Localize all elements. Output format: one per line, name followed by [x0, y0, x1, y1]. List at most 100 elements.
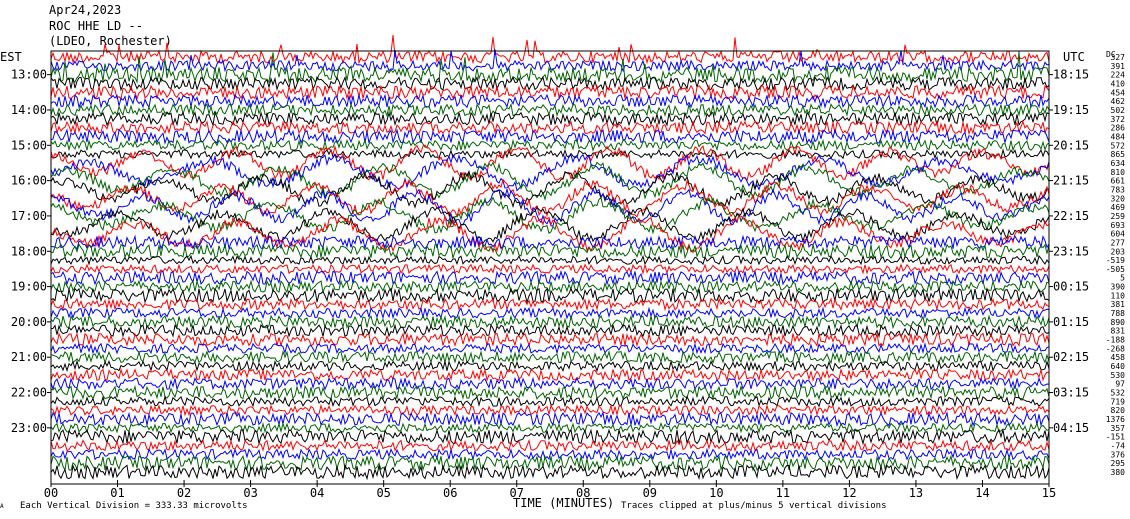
est-hour-label: 19:00: [11, 280, 47, 294]
x-tick-label: 00: [44, 486, 58, 500]
seismic-trace: [50, 242, 1050, 260]
dc-header: DC: [1106, 50, 1116, 59]
dc-offset-label: 469: [1111, 203, 1126, 212]
clip-note: Traces clipped at plus/minus 5 vertical …: [621, 501, 887, 511]
seismic-trace: [50, 169, 1050, 210]
seismic-trace: [50, 269, 1050, 286]
seismic-trace: [50, 323, 1050, 339]
seismic-trace: [50, 93, 1050, 110]
x-tick-label: 10: [709, 486, 723, 500]
seismic-trace: [50, 206, 1050, 245]
seismic-trace: [50, 367, 1050, 382]
x-tick-label: 14: [975, 486, 989, 500]
dc-offset-label: 259: [1111, 212, 1126, 221]
seismic-trace: [50, 102, 1050, 118]
est-hour-label: 18:00: [11, 244, 47, 258]
x-tick-label: 03: [243, 486, 257, 500]
seismic-trace: [50, 138, 1050, 152]
x-tick-label: 06: [443, 486, 457, 500]
date-label: Apr24,2023: [49, 3, 122, 17]
x-tick-label: 01: [110, 486, 124, 500]
dc-offset-label: 640: [1111, 362, 1126, 371]
seismic-trace: [50, 403, 1050, 417]
est-hour-label: 23:00: [11, 421, 47, 435]
dc-offset-label: -519: [1106, 256, 1125, 265]
dc-offset-label: 458: [1111, 353, 1126, 362]
dc-offset-label: 381: [1111, 300, 1126, 309]
dc-offset-label: 530: [1111, 371, 1126, 380]
utc-hour-label: 23:15: [1053, 244, 1089, 258]
seismic-trace: [50, 83, 1050, 101]
dc-offset-label: 484: [1111, 132, 1126, 141]
dc-offset-label: 320: [1111, 194, 1126, 203]
dc-offset-label: 890: [1111, 318, 1126, 327]
seismic-trace: [50, 161, 1050, 202]
dc-offset-label: 604: [1111, 230, 1126, 239]
seismic-trace: [50, 120, 1050, 136]
utc-hour-label: 00:15: [1053, 280, 1089, 294]
dc-offset-label: 831: [1111, 327, 1126, 336]
x-tick-label: 11: [776, 486, 790, 500]
seismic-trace: [50, 438, 1050, 453]
seismic-trace: [50, 447, 1050, 462]
seismic-trace: [50, 296, 1050, 312]
seismic-trace: [50, 110, 1050, 127]
seismic-trace: [50, 376, 1050, 391]
dc-offset-label: 380: [1111, 468, 1126, 477]
dc-offset-label: 532: [1111, 389, 1126, 398]
utc-hour-label: 19:15: [1053, 103, 1089, 117]
dc-offset-label: -151: [1106, 433, 1125, 442]
dc-offset-label: 372: [1111, 115, 1126, 124]
x-tick-label: 05: [376, 486, 390, 500]
dc-offset-label: 820: [1111, 406, 1126, 415]
dc-offset-label: 97: [1115, 380, 1125, 389]
seismic-trace: [50, 359, 1050, 373]
seismic-trace: [50, 153, 1050, 192]
location-label: (LDEO, Rochester): [49, 34, 172, 48]
utc-hour-label: 18:15: [1053, 68, 1089, 82]
seismic-trace: [50, 49, 1050, 73]
x-tick-label: 02: [177, 486, 191, 500]
dc-offset-label: 1376: [1106, 415, 1125, 424]
seismic-trace: [50, 75, 1050, 92]
dc-offset-label: 634: [1111, 159, 1126, 168]
x-tick-label: 07: [510, 486, 524, 500]
dc-offset-label: 783: [1111, 185, 1126, 194]
dc-offset-label: 462: [1111, 97, 1126, 106]
dc-offset-label: 327: [1111, 53, 1126, 62]
seismic-trace: [50, 234, 1050, 251]
x-tick-label: 13: [909, 486, 923, 500]
est-hour-label: 16:00: [11, 174, 47, 188]
seismic-trace: [50, 287, 1050, 304]
seismic-trace: [50, 51, 1050, 84]
seismic-trace: [50, 196, 1050, 235]
dc-offset-label: 410: [1111, 79, 1126, 88]
utc-hour-label: 22:15: [1053, 209, 1089, 223]
seismic-trace: [50, 254, 1050, 266]
est-hour-label: 14:00: [11, 103, 47, 117]
est-hour-label: 13:00: [11, 68, 47, 82]
seismic-trace: [50, 394, 1050, 408]
dc-offset-label: 572: [1111, 141, 1126, 150]
est-hour-label: 15:00: [11, 138, 47, 152]
dc-offset-label: 865: [1111, 150, 1126, 159]
dc-offset-label: 390: [1111, 283, 1126, 292]
seismic-trace: [50, 148, 1050, 160]
x-tick-label: 09: [643, 486, 657, 500]
est-hour-label: 17:00: [11, 209, 47, 223]
dc-offset-label: 224: [1111, 71, 1126, 80]
seismic-trace: [50, 306, 1050, 320]
est-axis-title: EST: [0, 50, 22, 64]
seismic-trace: [50, 187, 1050, 227]
footer-mark: A: [0, 503, 4, 510]
utc-hour-label: 02:15: [1053, 350, 1089, 364]
utc-hour-label: 21:15: [1053, 174, 1089, 188]
x-tick-label: 12: [842, 486, 856, 500]
seismic-trace: [50, 410, 1050, 428]
seismic-trace: [50, 349, 1050, 365]
dc-offset-label: -74: [1111, 442, 1126, 451]
dc-offset-label: 693: [1111, 221, 1126, 230]
dc-offset-label: 661: [1111, 177, 1126, 186]
utc-hour-label: 04:15: [1053, 421, 1089, 435]
